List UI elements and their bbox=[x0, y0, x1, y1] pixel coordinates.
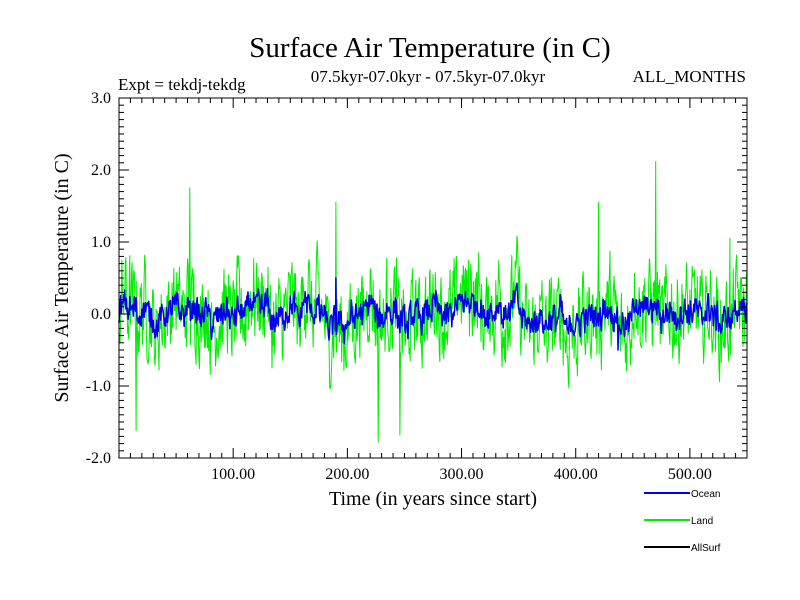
y-tick-label: 0.0 bbox=[91, 306, 111, 323]
legend-label-allsurf: AllSurf bbox=[691, 543, 721, 554]
plot-lines bbox=[118, 160, 748, 443]
y-tick-label: 2.0 bbox=[91, 162, 111, 179]
legend: Ocean Land AllSurf bbox=[644, 489, 721, 554]
months-label: ALL_MONTHS bbox=[633, 67, 746, 86]
plot-frame bbox=[118, 97, 748, 459]
x-tick-label: 400.00 bbox=[554, 466, 598, 483]
y-tick-label: 1.0 bbox=[91, 234, 111, 251]
y-axis: -2.0 -1.0 0.0 1.0 2.0 3.0 bbox=[86, 90, 747, 467]
x-tick-label: 100.00 bbox=[211, 466, 255, 483]
x-axis-label: Time (in years since start) bbox=[329, 488, 537, 510]
legend-label-ocean: Ocean bbox=[691, 489, 720, 500]
y-tick-label: -1.0 bbox=[86, 378, 111, 395]
legend-label-land: Land bbox=[691, 516, 713, 527]
x-tick-label: 500.00 bbox=[668, 466, 712, 483]
y-tick-label: -2.0 bbox=[86, 450, 111, 467]
y-axis-label: Surface Air Temperature (in C) bbox=[51, 153, 73, 402]
series-ocean-line bbox=[118, 277, 748, 351]
x-tick-label: 300.00 bbox=[440, 466, 484, 483]
chart-title: Surface Air Temperature (in C) bbox=[249, 32, 610, 64]
y-tick-label: 3.0 bbox=[91, 90, 111, 107]
x-axis: 100.00 200.00 300.00 400.00 500.00 bbox=[129, 98, 737, 483]
expt-label: Expt = tekdj-tekdg bbox=[118, 75, 246, 94]
x-tick-label: 200.00 bbox=[325, 466, 369, 483]
chart-subtitle: 07.5kyr-07.0kyr - 07.5kyr-07.0kyr bbox=[311, 67, 546, 86]
